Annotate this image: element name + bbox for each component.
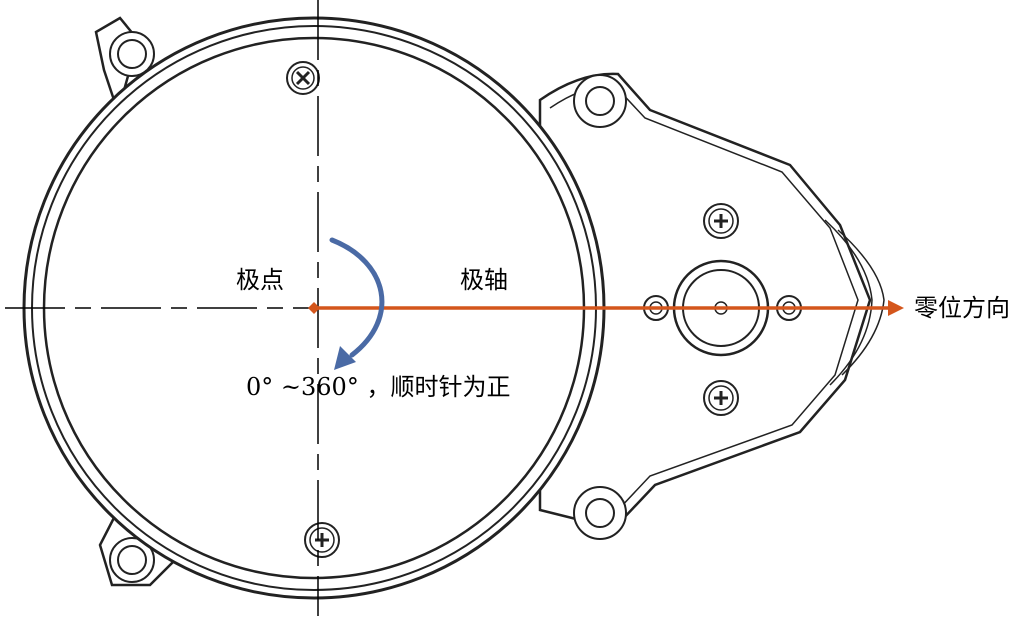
phillips-screw-icon [703, 380, 739, 416]
polar-axis-label: 极轴 [460, 266, 508, 294]
zero-direction-label: 零位方向 [914, 294, 1010, 322]
pole-point-marker [308, 302, 320, 314]
phillips-screw-icon [304, 522, 340, 558]
phillips-screw-icon [286, 61, 320, 95]
polar-axis-arrowhead [888, 300, 904, 316]
pole-label: 极点 [236, 266, 284, 294]
angle-range-label: 0° ~360° ，顺时针为正 [246, 373, 510, 401]
mounting-hole-top-left [109, 31, 155, 77]
mounting-hole-top-right [573, 74, 627, 128]
phillips-screw-icon [703, 203, 739, 239]
mounting-hole-bottom-right [573, 486, 627, 540]
rotation-arrowhead [334, 346, 356, 370]
mounting-hole-bottom-left [109, 537, 155, 583]
clockwise-rotation-arrow [329, 237, 385, 358]
